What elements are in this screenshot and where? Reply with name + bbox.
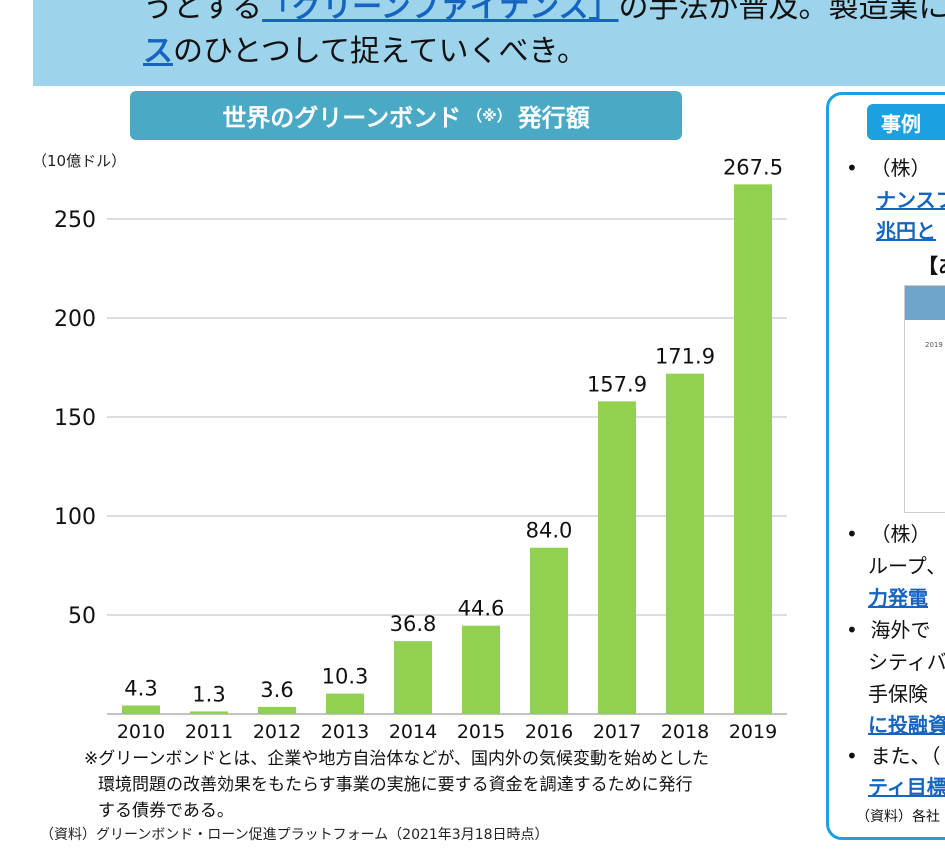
- x-tick-label: 2012: [253, 721, 301, 743]
- bar: [666, 373, 704, 714]
- x-tick-label: 2018: [661, 721, 709, 743]
- data-label: 84.0: [526, 519, 573, 543]
- data-label: 157.9: [587, 372, 647, 396]
- x-tick-label: 2014: [389, 721, 437, 743]
- highlight-text: 「グリーンファイナンス」: [262, 0, 619, 25]
- bar: [462, 625, 500, 714]
- y-tick-label: 150: [54, 406, 96, 431]
- title-text: 発行額: [517, 104, 590, 132]
- data-label: 10.3: [322, 665, 369, 689]
- case-link: 兆円と: [876, 219, 936, 243]
- data-label: 36.8: [390, 612, 437, 636]
- bar-chart: 50 100 150 200 250 4.3 2010 1.3 2011 3.6 2012 10.3 2…: [54, 155, 787, 743]
- bar: [734, 184, 772, 715]
- bar: [258, 706, 296, 714]
- data-label: 171.9: [655, 345, 715, 369]
- bar: [598, 401, 636, 714]
- header-banner: うとする「グリーンファイナンス」の手法が普及。製造業にお スのひとつして捉えてい…: [33, 0, 945, 86]
- chart-title: 世界のグリーンボンド （※） 発行額: [130, 91, 682, 140]
- case-link: に投融資: [868, 713, 945, 737]
- source-note: （資料）グリーンボンド・ローン促進プラットフォーム（2021年3月18日時点）: [40, 827, 549, 843]
- case-link: ティ目標: [868, 775, 945, 799]
- banner-line-2: スのひとつして捉えていくべき。: [143, 26, 587, 70]
- text: うとする: [143, 0, 263, 25]
- bar: [190, 711, 228, 714]
- case-text: • （株）: [846, 522, 931, 546]
- x-tick-label: 2016: [525, 721, 573, 743]
- case-image: 2019: [904, 285, 945, 513]
- data-label: 44.6: [458, 597, 505, 621]
- x-tick-label: 2011: [185, 721, 233, 743]
- bar: [122, 705, 160, 714]
- y-axis-unit: （10億ドル）: [32, 152, 127, 170]
- title-text: 世界のグリーンボンド: [222, 104, 462, 132]
- x-tick-label: 2017: [593, 721, 641, 743]
- data-label: 1.3: [192, 682, 225, 706]
- case-text: • 海外で: [846, 618, 931, 642]
- case-text: • （株）: [846, 156, 931, 180]
- case-link: 力発電: [868, 586, 928, 610]
- case-text: • また、（: [846, 744, 941, 768]
- x-tick-label: 2010: [117, 721, 165, 743]
- y-tick-label: 250: [54, 208, 96, 233]
- case-tag: 事例: [867, 104, 945, 140]
- bar: [326, 693, 364, 714]
- x-tick-label: 2015: [457, 721, 505, 743]
- highlight-text: ス: [143, 34, 173, 69]
- banner-line-1: うとする「グリーンファイナンス」の手法が普及。製造業にお: [143, 0, 945, 26]
- text: のひとつして捉えていくべき。: [173, 34, 587, 69]
- x-tick-label: 2013: [321, 721, 369, 743]
- case-text: シティバ: [868, 650, 945, 674]
- data-label: 4.3: [124, 676, 157, 700]
- bar: [394, 641, 432, 714]
- note-line: 環境問題の改善効果をもたらす事業の実施に要する資金を調達するために発行: [98, 775, 693, 795]
- y-tick-label: 100: [54, 505, 96, 530]
- case-source: （資料）各社: [856, 809, 940, 825]
- case-panel: [826, 92, 945, 840]
- bar: [530, 547, 568, 714]
- note-line: ※グリーンボンドとは、企業や地方自治体などが、国内外の気候変動を始めとした: [84, 749, 710, 769]
- y-tick-label: 50: [68, 604, 96, 629]
- y-tick-label: 200: [54, 307, 96, 332]
- x-tick-label: 2019: [729, 721, 777, 743]
- case-link: ナンスフ: [876, 188, 945, 212]
- title-mark: （※）: [467, 107, 512, 125]
- note-line: する債券である。: [98, 801, 234, 821]
- case-text: ループ、: [868, 554, 945, 578]
- case-text: 【あ: [918, 254, 945, 278]
- text: の手法が普及。製造業にお: [618, 0, 945, 25]
- data-label: 267.5: [723, 155, 783, 179]
- case-text: 手保険: [868, 682, 928, 706]
- data-label: 3.6: [260, 678, 293, 702]
